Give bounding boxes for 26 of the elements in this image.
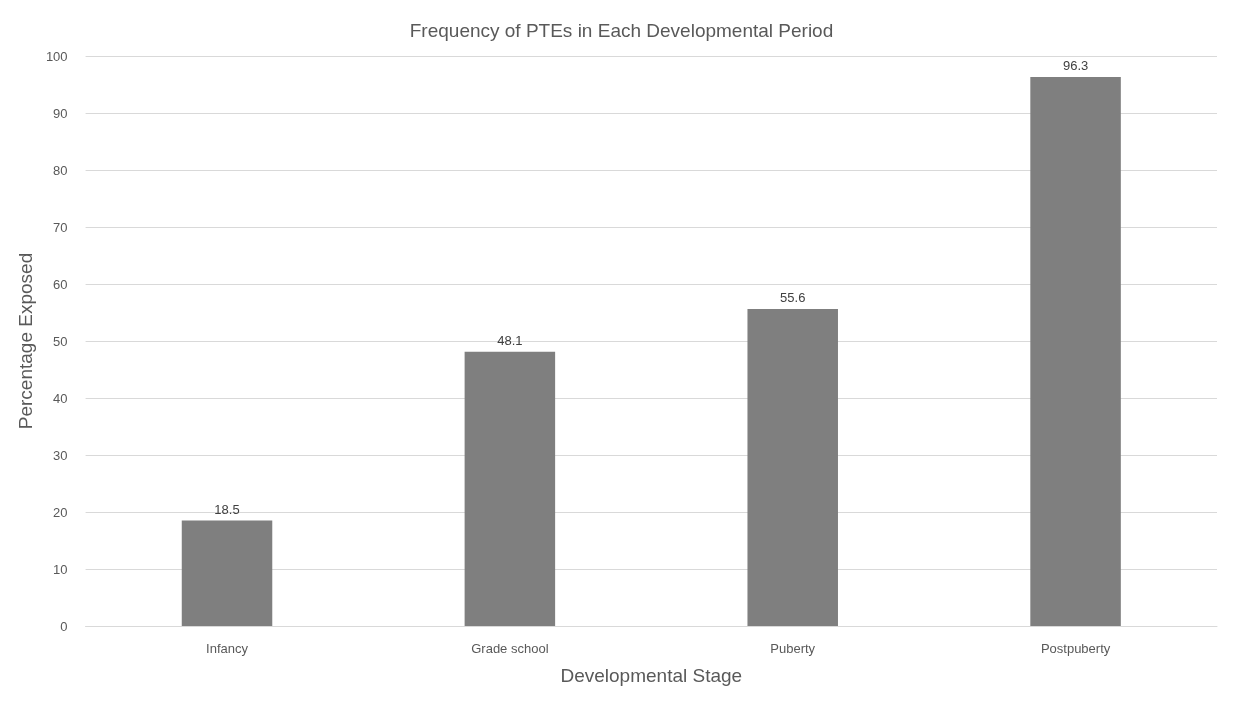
y-axis-title: Percentage Exposed (15, 252, 36, 430)
y-tick-label: 30 (53, 447, 68, 463)
y-tick-label: 0 (60, 618, 68, 634)
bar (181, 520, 273, 626)
y-tick-label: 40 (53, 390, 68, 406)
x-tick-label: Postpuberty (1040, 641, 1111, 656)
y-tick-label: 90 (53, 105, 68, 121)
y-tick-label: 100 (45, 48, 68, 64)
bar (464, 351, 556, 626)
bar (747, 309, 838, 626)
data-label: 96.3 (1062, 58, 1089, 74)
data-label: 48.1 (497, 332, 523, 348)
y-tick-label: 70 (53, 219, 68, 235)
data-label: 18.5 (214, 501, 240, 517)
y-tick-label: 80 (53, 162, 68, 178)
x-tick-label: Grade school (471, 641, 549, 656)
chart-title: Frequency of PTEs in Each Developmental Period (409, 20, 834, 41)
x-axis-title: Developmental Stage (560, 665, 743, 686)
y-tick-label: 10 (53, 561, 68, 577)
y-tick-label: 60 (53, 276, 68, 292)
bar (1030, 77, 1121, 626)
y-tick-label: 50 (53, 333, 68, 349)
x-tick-label: Puberty (770, 641, 816, 656)
x-tick-label: Infancy (206, 641, 249, 656)
data-label: 55.6 (780, 290, 806, 306)
y-tick-label: 20 (53, 504, 68, 520)
